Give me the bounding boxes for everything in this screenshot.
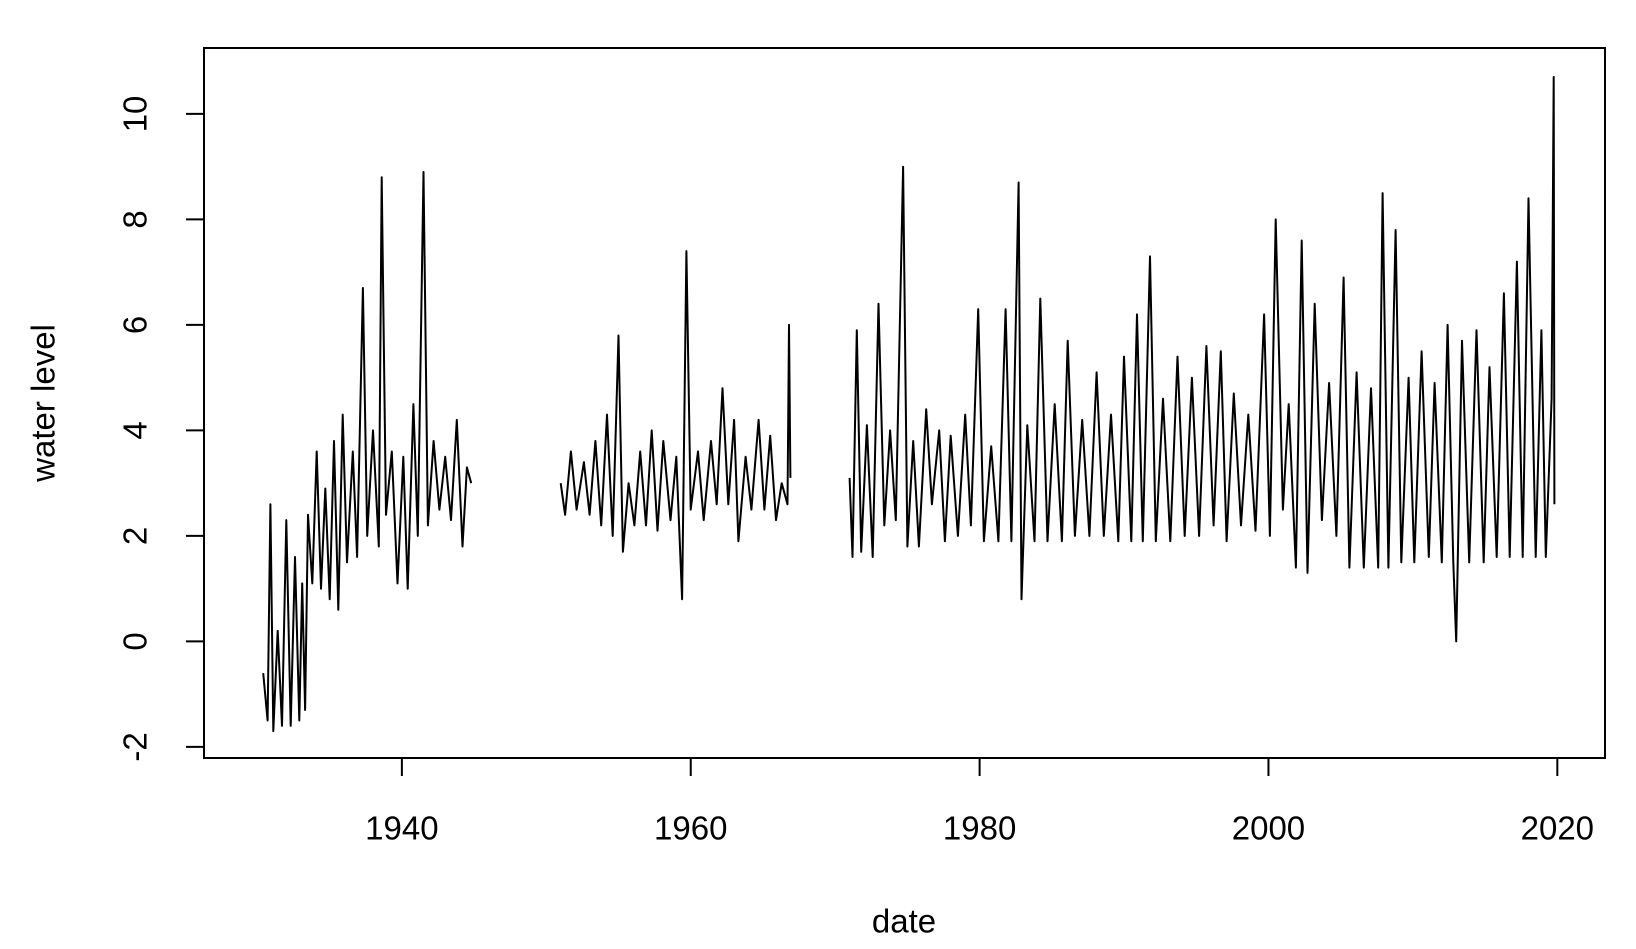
y-tick-label: 2 <box>117 527 154 545</box>
data-line <box>559 250 792 601</box>
x-tick-label: 1940 <box>365 810 438 847</box>
x-tick-label: 1980 <box>943 810 1016 847</box>
y-tick-label: 6 <box>117 316 154 334</box>
y-axis-label: water level <box>25 324 62 483</box>
y-tick-label: 0 <box>117 632 154 650</box>
data-line <box>262 171 473 733</box>
x-tick-label: 2020 <box>1521 810 1594 847</box>
x-tick-label: 1960 <box>654 810 727 847</box>
y-tick-label: -2 <box>117 732 154 761</box>
y-tick-label: 10 <box>117 96 154 133</box>
y-tick-label: 8 <box>117 210 154 228</box>
plot-box <box>203 47 1606 759</box>
x-axis-label: date <box>872 903 936 940</box>
x-tick-label: 2000 <box>1232 810 1305 847</box>
y-tick-label: 4 <box>117 421 154 439</box>
data-line <box>848 76 1556 643</box>
